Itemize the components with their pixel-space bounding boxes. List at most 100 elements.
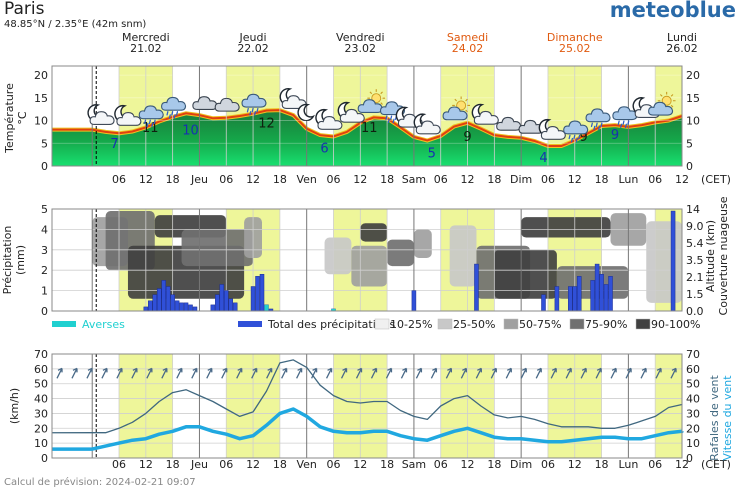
cloud-cover-block xyxy=(181,229,254,267)
y-tick-label-right: 40 xyxy=(686,393,700,406)
x-tick-label: 18 xyxy=(273,173,287,186)
x-tick-label: Ven xyxy=(296,458,316,471)
wind-direction-arrow xyxy=(595,367,602,379)
wind-direction-arrow xyxy=(56,367,63,379)
temperature-min-label: 4 xyxy=(539,151,547,166)
wind-direction-arrow xyxy=(430,367,438,379)
x-tick-label: 12 xyxy=(353,458,367,471)
y-tick-label-right: 50 xyxy=(686,378,700,391)
wind-direction-arrow xyxy=(340,367,348,379)
y-tick-label: 5 xyxy=(41,203,48,216)
x-tick-label: 12 xyxy=(139,458,153,471)
wind-direction-arrow xyxy=(176,367,183,379)
coordinates: 48.85°N / 2.35°E (42m snm) xyxy=(4,19,146,30)
cloud-cover-block xyxy=(494,249,557,299)
temperature-line xyxy=(51,109,683,147)
x-tick-label: 06 xyxy=(541,458,555,471)
altitude-tick-label: 5.4 xyxy=(686,237,704,250)
y-tick-label: 10 xyxy=(34,115,48,128)
precipitation-bar xyxy=(179,302,184,312)
x-tick-label: Jeu xyxy=(190,173,208,186)
wind-direction-arrow xyxy=(311,367,318,379)
precipitation-bar xyxy=(576,276,582,312)
x-tick-label: 06 xyxy=(648,173,662,186)
x-tick-label: Sam xyxy=(402,173,426,186)
x-tick-label: Jeu xyxy=(190,458,208,471)
temperature-max-label: 11 xyxy=(361,121,378,136)
altitude-tick-label: 2.1 xyxy=(686,271,704,284)
forecast-footer: Calcul de prévision: 2024-02-21 09:07 xyxy=(4,476,196,488)
temperature-max-label: 9 xyxy=(580,130,588,145)
cloud-cover-axis-label: Couverture nuageuse xyxy=(717,196,730,315)
wind-direction-arrow xyxy=(146,367,153,379)
precipitation-bar xyxy=(143,306,149,312)
x-tick-label: 18 xyxy=(166,458,180,471)
day-date: 25.02 xyxy=(559,42,591,55)
wind-direction-arrow xyxy=(445,367,453,379)
wind-direction-arrow xyxy=(550,367,557,379)
panel-frame xyxy=(51,353,683,459)
cloud-cover-block xyxy=(360,223,388,242)
y-tick-label-right: 20 xyxy=(686,69,700,82)
day-date: 22.02 xyxy=(237,42,269,55)
day-name: Vendredi xyxy=(336,31,384,44)
precipitation-bar xyxy=(250,286,256,312)
wind-direction-arrow xyxy=(565,367,572,379)
day-date: 23.02 xyxy=(345,42,377,55)
y-tick-label: 30 xyxy=(34,407,48,420)
x-tick-label: 12 xyxy=(675,173,689,186)
y-tick-label: 20 xyxy=(34,422,48,435)
x-tick-label: 12 xyxy=(568,173,582,186)
precipitation-bar xyxy=(603,284,609,312)
y-tick-label-right: 0 xyxy=(686,452,693,465)
x-tick-label: Dim xyxy=(510,173,532,186)
day-date: 24.02 xyxy=(452,42,484,55)
x-tick-label: 12 xyxy=(246,458,260,471)
x-tick-label: 06 xyxy=(434,173,448,186)
wind-background xyxy=(52,354,682,458)
precipitation-bar xyxy=(232,302,238,312)
wind-direction-arrow xyxy=(610,367,617,379)
wind-direction-arrow xyxy=(535,367,542,379)
legend-cloud-swatch xyxy=(503,318,519,330)
altitude-tick-label: 9.0 xyxy=(686,220,704,233)
x-tick-label: 06 xyxy=(541,173,555,186)
y-tick-label: 5 xyxy=(41,137,48,150)
wind-direction-arrow xyxy=(475,367,482,379)
day-name: Lundi xyxy=(667,31,697,44)
wind-direction-arrow xyxy=(236,367,243,379)
y-tick-label: 0 xyxy=(41,305,48,318)
cloud-cover-block xyxy=(449,225,477,287)
wind-direction-arrow xyxy=(296,367,303,379)
legend-cloud-label: 50-75% xyxy=(519,318,561,331)
precipitation-bar xyxy=(608,276,613,312)
wind-direction-arrow xyxy=(505,367,512,379)
altitude-tick-label: 1.5 xyxy=(686,288,704,301)
x-tick-label: Lun xyxy=(618,173,638,186)
y-tick-label-right: 10 xyxy=(686,437,700,450)
wind-direction-arrow xyxy=(385,367,393,379)
city-title: Paris xyxy=(4,0,45,19)
precipitation-bar xyxy=(170,294,175,312)
x-tick-label: 06 xyxy=(219,458,233,471)
precipitation-bar xyxy=(148,300,153,312)
x-tick-label: 12 xyxy=(568,458,582,471)
wind-direction-arrow xyxy=(71,367,78,379)
wind-axis-label: (km/h) xyxy=(8,388,21,424)
altitude-tick-label: 3.5 xyxy=(686,254,704,267)
y-tick-label: 4 xyxy=(41,223,48,236)
cloud-cover-block xyxy=(387,239,414,267)
y-tick-label: 0 xyxy=(41,452,48,465)
y-tick-label-right: 70 xyxy=(686,348,700,361)
x-tick-label: 18 xyxy=(166,173,180,186)
temperature-axis-unit: °C xyxy=(16,111,29,125)
altitude-tick-label: 14 xyxy=(686,203,700,216)
x-tick-label: 12 xyxy=(246,173,260,186)
precipitation-bar xyxy=(228,298,233,312)
y-tick-label-right: 20 xyxy=(686,422,700,435)
legend-cloud-swatch xyxy=(374,318,390,330)
wind-speed-axis-label: Vitesse du vent xyxy=(721,375,734,461)
precipitation-bar xyxy=(161,280,166,312)
wind-direction-arrow xyxy=(131,367,138,379)
